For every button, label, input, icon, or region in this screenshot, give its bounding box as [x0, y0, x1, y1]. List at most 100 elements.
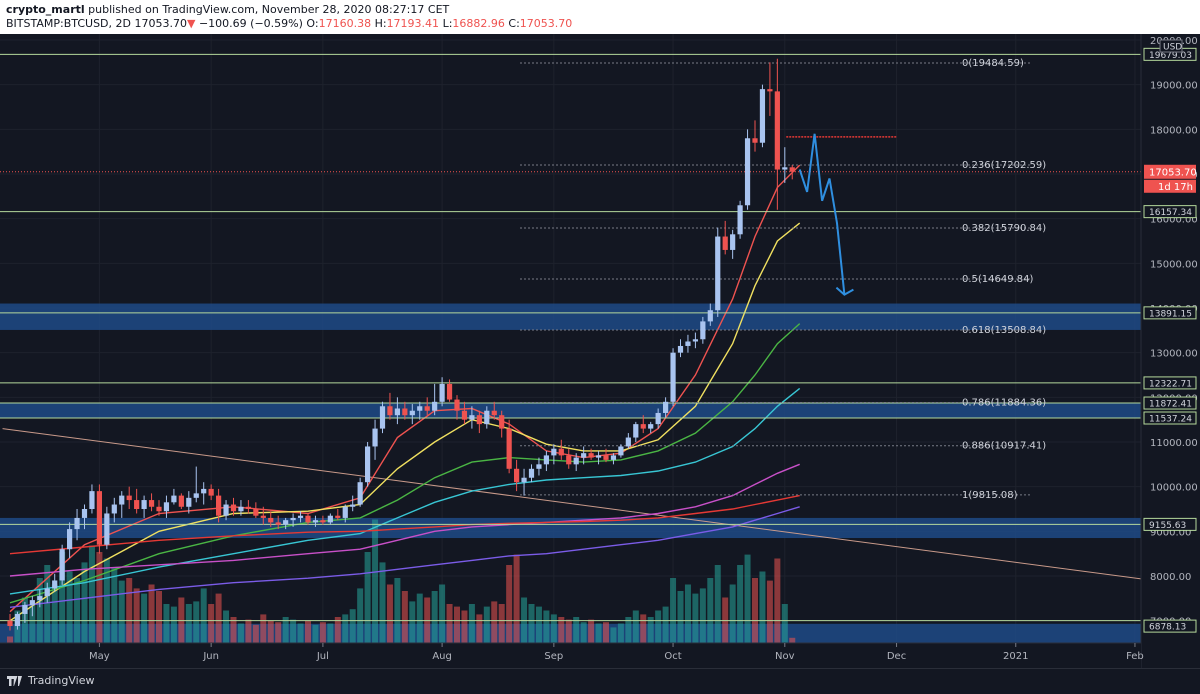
level-price-label: 12322.71	[1149, 379, 1192, 389]
candle-body	[469, 415, 475, 420]
candle-body	[603, 455, 609, 460]
candle-body	[573, 457, 579, 465]
volume-bar	[416, 593, 423, 643]
volume-bar	[707, 578, 714, 643]
candle-body	[357, 482, 363, 505]
volume-bar	[766, 580, 773, 643]
candle-body	[730, 234, 736, 250]
candle-body	[253, 509, 259, 516]
candle-body	[156, 506, 162, 512]
volume-bar	[36, 578, 43, 643]
close-label: C:	[508, 17, 520, 30]
support-zones	[0, 34, 1141, 643]
candle-body	[432, 401, 438, 411]
candle-body	[342, 506, 348, 518]
volume-bar	[260, 614, 267, 643]
candle-body	[417, 406, 423, 411]
publish-line: crypto_martl published on TradingView.co…	[6, 3, 449, 16]
candle-body	[59, 549, 65, 581]
volume-bar	[96, 552, 103, 643]
candle-body	[201, 488, 207, 494]
candle-body	[320, 520, 326, 523]
tradingview-logo-icon[interactable]	[7, 675, 25, 687]
volume-bar	[163, 604, 170, 643]
high-value: 17193.41	[386, 17, 440, 30]
candle-body	[439, 383, 445, 402]
candle-body	[67, 529, 73, 550]
author-name[interactable]: crypto_martl	[6, 3, 85, 16]
brand-name[interactable]: TradingView	[28, 674, 95, 687]
fibonacci-retracement: 0(19484.59) 0.236(17202.59) 0.382(15790.84…	[520, 58, 1046, 501]
candle-body	[81, 509, 88, 518]
volume-bar	[193, 601, 200, 643]
volume-bar	[148, 584, 155, 643]
candle-body	[230, 504, 237, 512]
time-tick-label: Oct	[664, 651, 681, 662]
volume-bar	[781, 604, 788, 643]
moving-average-line	[9, 494, 800, 555]
time-tick-label: Dec	[887, 651, 906, 662]
candle-body	[22, 605, 28, 614]
time-tick-label: Nov	[775, 651, 795, 662]
level-price-tag	[1143, 205, 1197, 219]
candle-body	[335, 515, 341, 518]
volume-bar	[468, 604, 475, 643]
countdown-tag	[1144, 179, 1196, 193]
volume-bar	[498, 604, 505, 643]
price-chart[interactable]: 0(19484.59) 0.236(17202.59) 0.382(15790.84…	[0, 34, 1200, 668]
candle-body	[648, 424, 654, 429]
time-axis: May Jun Jul Aug Sep Oct Nov Dec 2021 Feb	[0, 642, 1144, 668]
volume-bar	[200, 588, 207, 643]
candle-body	[789, 167, 795, 172]
level-price-tag	[1143, 376, 1197, 390]
volume-bar	[454, 606, 460, 643]
candle-body	[610, 455, 617, 460]
candle-body	[74, 517, 80, 530]
volume-bar	[506, 565, 513, 643]
candle-body	[104, 513, 110, 545]
projection-path	[798, 133, 854, 296]
volume-bar	[118, 580, 125, 643]
level-price-tag	[1143, 306, 1197, 320]
volume-bar	[156, 591, 162, 643]
volume-bar	[677, 591, 684, 643]
open-label: O:	[306, 17, 319, 30]
fib-level-label: 0.236(17202.59)	[962, 160, 1046, 171]
candle-body	[171, 495, 177, 503]
time-tick-label: 2021	[1003, 651, 1028, 662]
time-tick-label: Sep	[544, 651, 563, 662]
volume-bar	[617, 623, 624, 643]
volume-bar	[483, 606, 490, 643]
volume-bar	[409, 601, 416, 643]
candle-body	[461, 410, 468, 420]
volume-bar	[379, 562, 386, 643]
candle-body	[312, 520, 319, 523]
candle-body	[163, 502, 170, 512]
level-price-label: 9155.63	[1149, 521, 1186, 531]
volume-bar	[632, 610, 639, 643]
candle-body	[379, 406, 386, 429]
last-price-tag-label: 17053.70	[1149, 167, 1197, 178]
volume-bar	[185, 604, 192, 643]
candle-body	[134, 500, 140, 509]
volume-bar	[684, 584, 691, 643]
countdown-label: 1d 17h	[1158, 182, 1193, 193]
level-price-label: 6878.13	[1149, 623, 1186, 633]
symbol-name[interactable]: BITSTAMP:BTCUSD, 2D	[6, 17, 131, 30]
candle-body	[700, 321, 706, 340]
open-value: 17160.38	[318, 17, 372, 30]
candle-body	[722, 236, 728, 250]
axis-background	[1141, 34, 1200, 668]
candle-body	[551, 448, 557, 456]
chart-area[interactable]: 0(19484.59) 0.236(17202.59) 0.382(15790.84…	[0, 34, 1200, 668]
volume-bar	[357, 588, 364, 643]
candle-body	[268, 517, 274, 523]
candle-body	[394, 408, 400, 416]
fib-level-label: 0.786(11884.36)	[962, 397, 1046, 408]
volume-bar	[580, 622, 587, 643]
volume-bar	[170, 606, 177, 643]
volume-bar	[141, 593, 148, 643]
candle-body	[521, 477, 527, 483]
volume-bar	[565, 619, 572, 643]
volume-bar	[528, 604, 535, 643]
